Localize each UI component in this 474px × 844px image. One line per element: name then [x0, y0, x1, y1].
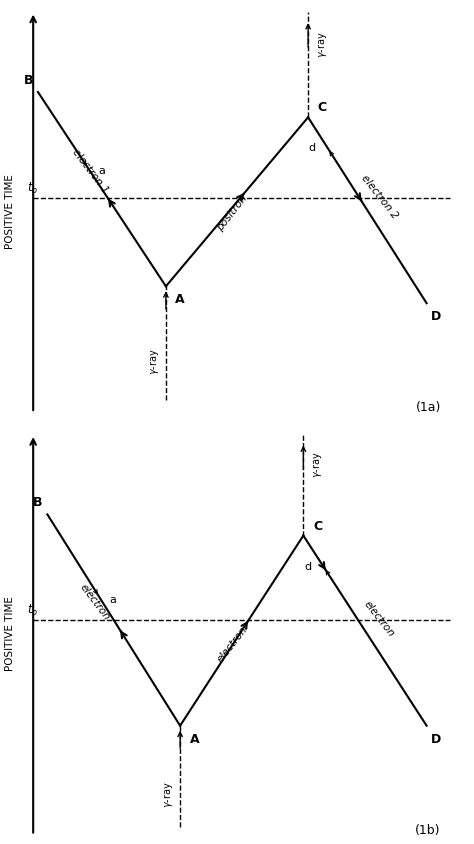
Text: electron: electron	[78, 582, 112, 621]
Text: B: B	[33, 495, 43, 509]
Text: a: a	[109, 594, 117, 604]
Text: D: D	[431, 310, 441, 323]
Text: positron: positron	[215, 193, 249, 233]
Text: A: A	[175, 293, 185, 306]
Text: d: d	[304, 561, 311, 571]
Text: C: C	[313, 519, 322, 532]
Text: electron 2: electron 2	[359, 172, 399, 220]
Text: $\gamma$-ray: $\gamma$-ray	[311, 451, 324, 478]
Text: $\gamma$-ray: $\gamma$-ray	[162, 780, 175, 807]
Text: (1b): (1b)	[415, 823, 441, 836]
Text: C: C	[318, 101, 327, 114]
Text: $\gamma$-ray: $\gamma$-ray	[147, 348, 161, 374]
Text: d: d	[308, 143, 315, 153]
Text: A: A	[190, 732, 199, 745]
Text: $\gamma$-ray: $\gamma$-ray	[316, 31, 329, 57]
Text: POSITIVE TIME: POSITIVE TIME	[5, 596, 16, 670]
Text: B: B	[24, 73, 33, 87]
Text: (1a): (1a)	[415, 401, 441, 414]
Text: electron 1: electron 1	[70, 147, 110, 195]
Text: electron: electron	[362, 598, 396, 638]
Text: D: D	[431, 732, 441, 745]
Text: electron: electron	[215, 624, 249, 663]
Text: $t_o$: $t_o$	[27, 603, 38, 617]
Text: POSITIVE TIME: POSITIVE TIME	[5, 174, 16, 248]
Text: $t_o$: $t_o$	[27, 181, 38, 195]
Text: a: a	[99, 165, 105, 176]
